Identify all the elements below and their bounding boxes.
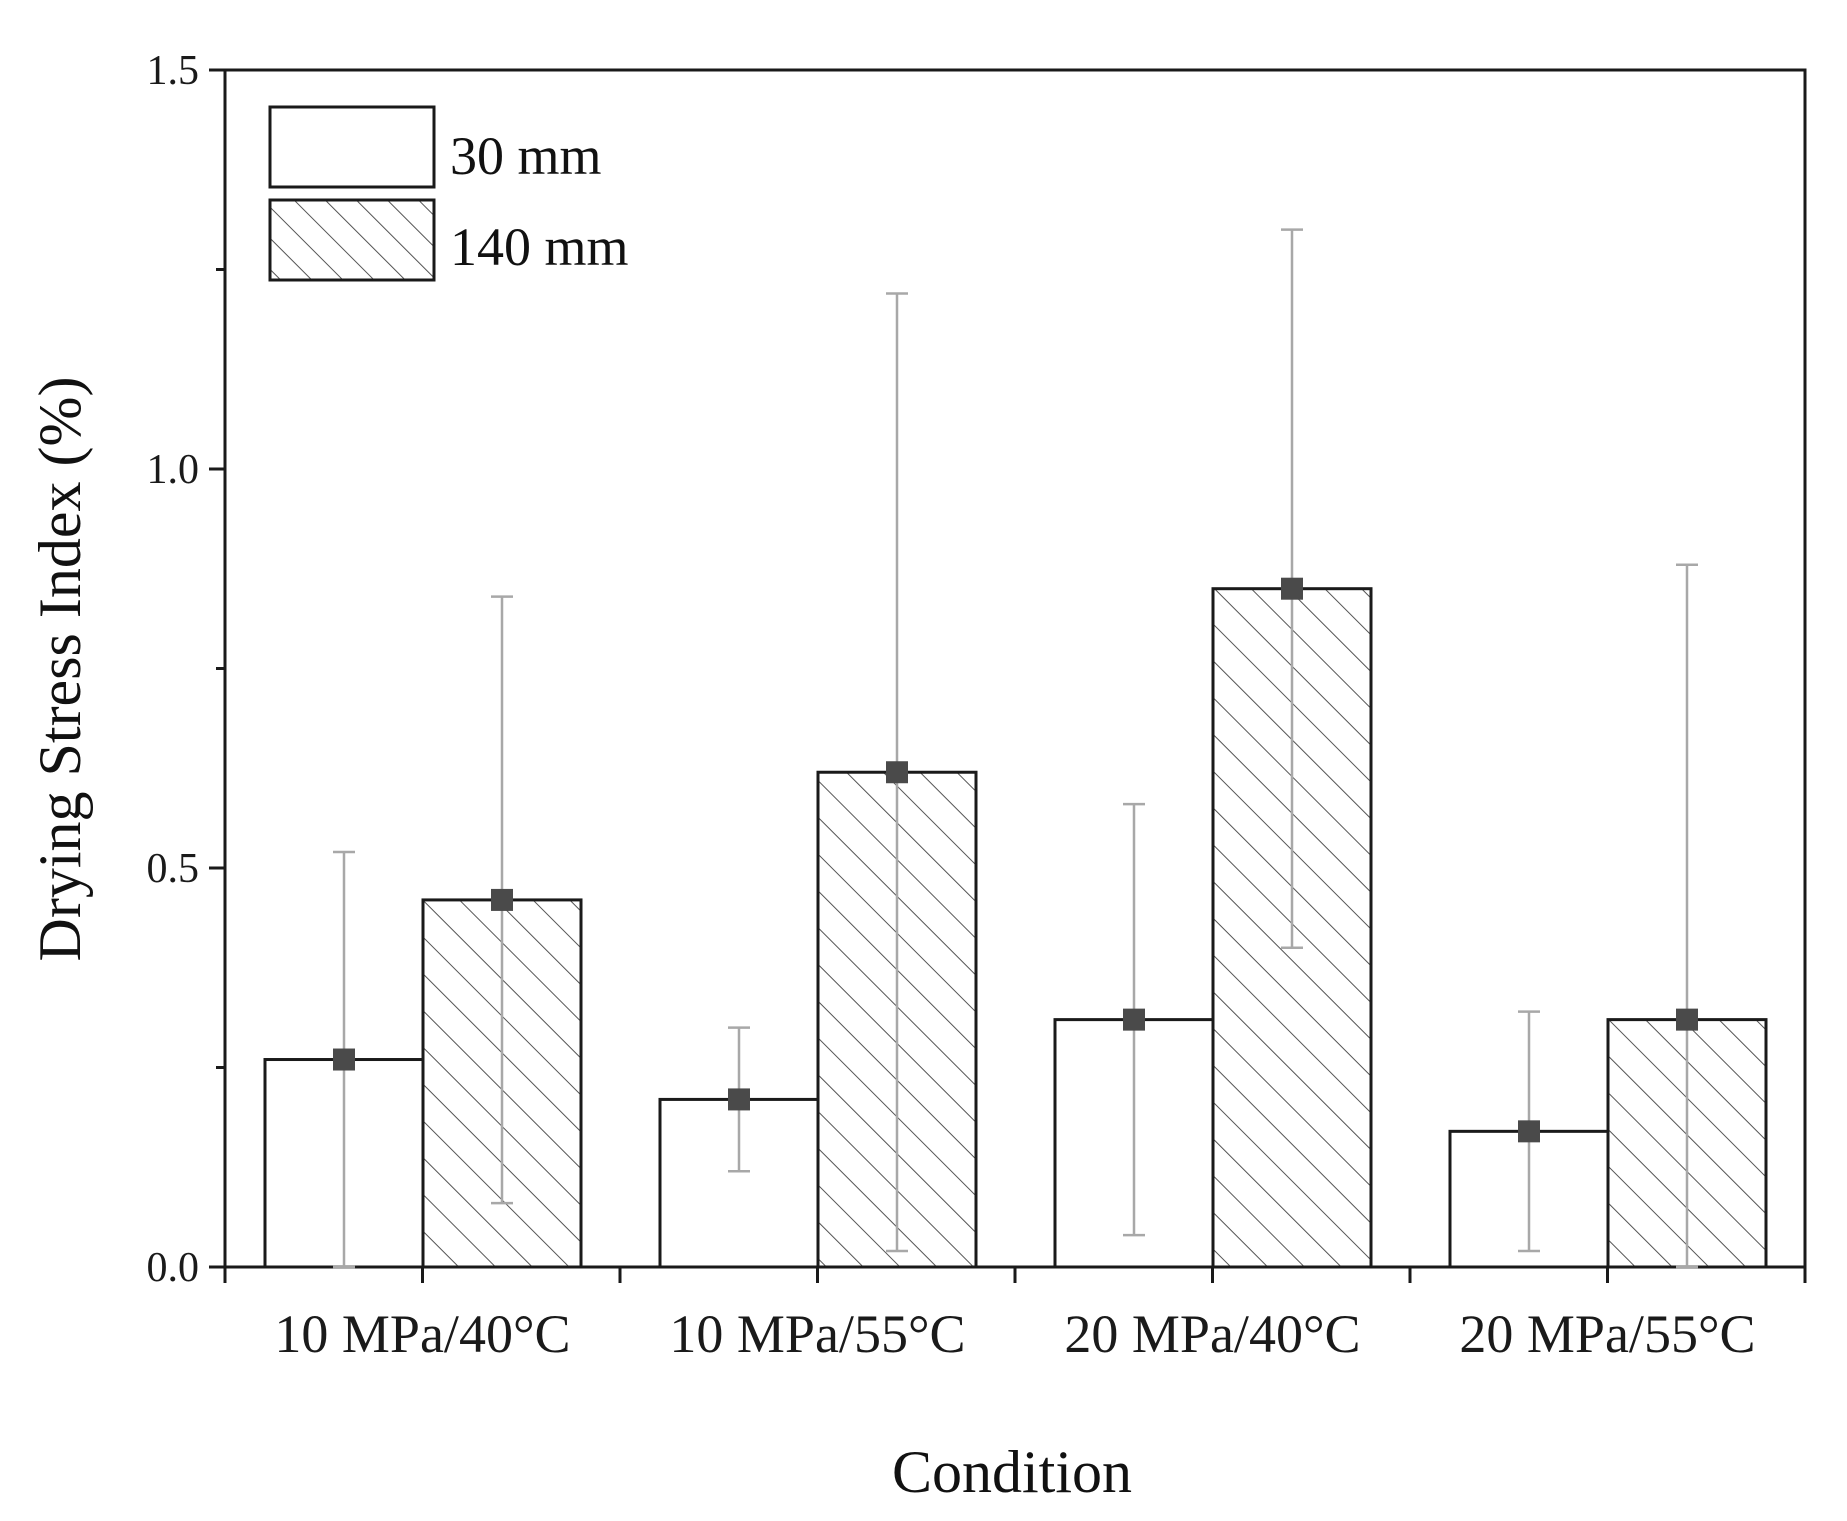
x-tick-label: 10 MPa/55°C xyxy=(669,1304,965,1364)
legend-label-30mm: 30 mm xyxy=(450,126,602,186)
mean-marker xyxy=(728,1088,750,1111)
x-tick-label: 20 MPa/40°C xyxy=(1064,1304,1360,1364)
mean-marker xyxy=(886,761,908,784)
y-tick-label: 0.5 xyxy=(147,846,200,892)
legend-swatch-30mm xyxy=(268,105,436,189)
mean-marker xyxy=(333,1048,355,1071)
mean-marker xyxy=(1123,1008,1145,1031)
mean-marker xyxy=(1676,1008,1698,1031)
y-tick-label: 1.0 xyxy=(147,447,200,493)
legend-swatch-140mm xyxy=(268,198,436,282)
legend: 30 mm 140 mm xyxy=(268,105,629,282)
mean-marker xyxy=(1281,577,1303,600)
x-tick-label: 10 MPa/40°C xyxy=(274,1304,570,1364)
plot-area: 0.0 0.5 1.0 1.5 10 MPa/40°C 10 MPa/55°C 20 MPa… xyxy=(147,48,1807,1364)
mean-marker xyxy=(1518,1120,1540,1143)
y-tick-label: 0.0 xyxy=(147,1245,200,1291)
mean-marker xyxy=(491,888,513,911)
x-tick-label: 20 MPa/55°C xyxy=(1459,1304,1755,1364)
legend-label-140mm: 140 mm xyxy=(450,217,629,277)
y-axis-title: Drying Stress Index (%) xyxy=(27,377,93,962)
x-axis-title: Condition xyxy=(892,1439,1132,1505)
y-tick-label: 1.5 xyxy=(147,48,200,94)
